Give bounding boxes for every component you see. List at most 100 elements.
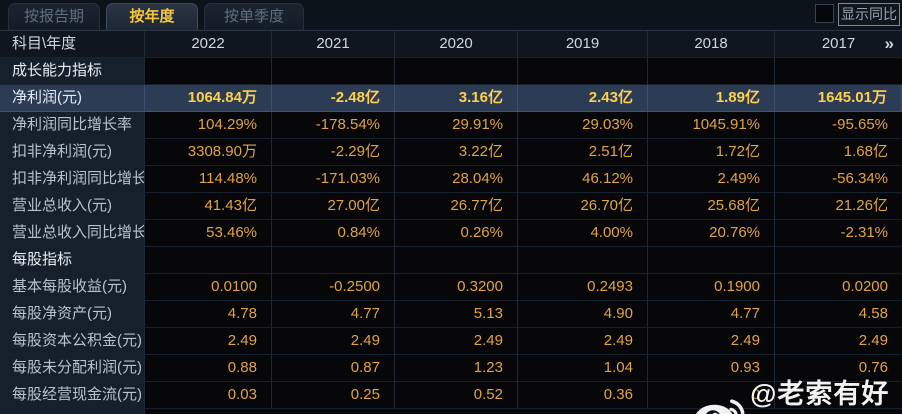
cell-value: 1.72亿	[648, 139, 775, 166]
cell-value: 0.0200	[775, 274, 902, 301]
cell-value: -178.54%	[272, 112, 395, 139]
cell-value: 0.0100	[145, 274, 272, 301]
cell-value	[395, 58, 518, 85]
tab-by-year[interactable]: 按年度	[106, 3, 198, 30]
cell-value: 1064.84万	[145, 85, 272, 112]
cell-value: 20.76%	[648, 220, 775, 247]
year-column-header: 2022	[145, 31, 272, 58]
cell-value: 4.77	[648, 301, 775, 328]
cell-value: 2.43亿	[518, 85, 648, 112]
cell-value: 1.89亿	[648, 85, 775, 112]
cell-value: 0	[648, 382, 775, 409]
cell-value: -171.03%	[272, 166, 395, 193]
cell-value: 41.43亿	[145, 193, 272, 220]
cell-value: 26.70亿	[518, 193, 648, 220]
cell-value	[648, 247, 775, 274]
table-row: 净利润(元) 1064.84万 -2.48亿 3.16亿 2.43亿 1.89亿 1645.…	[0, 85, 902, 112]
cell-value	[518, 58, 648, 85]
cell-value: 0.3200	[395, 274, 518, 301]
cell-value: 4.00%	[518, 220, 648, 247]
financial-metrics-table: 科目\年度 2022 2021 2020 2019 2018 2017» 成长能力指标 净利润(…	[0, 30, 902, 414]
cell-value: -2.31%	[775, 220, 902, 247]
cell-value	[272, 58, 395, 85]
corner-header: 科目\年度	[0, 31, 145, 58]
cell-value: 1.68亿	[775, 139, 902, 166]
cell-value	[648, 58, 775, 85]
cell-value: 26.77亿	[395, 193, 518, 220]
cell-value: 0.03	[145, 382, 272, 409]
cell-value: 2.49	[145, 328, 272, 355]
cell-value: 0.25	[272, 382, 395, 409]
table-row: 基本每股收益(元) 0.0100 -0.2500 0.3200 0.2493 0.1900…	[0, 274, 902, 301]
show-yoy-button[interactable]: 显示同比	[838, 3, 900, 26]
cell-value: 4.90	[518, 301, 648, 328]
cell-value: -95.65%	[775, 112, 902, 139]
cell-value: 0.2493	[518, 274, 648, 301]
table-row: 扣非净利润同比增长率114.48%-171.03%28.04%46.12%2.4…	[0, 166, 902, 193]
table-row: 净利润同比增长率 104.29% -178.54% 29.91% 29.03% 1045.…	[0, 112, 902, 139]
row-label: 每股净资产(元)	[0, 301, 145, 328]
table-row: 每股净资产(元) 4.78 4.77 5.13 4.90 4.77 4.58	[0, 301, 902, 328]
cell-value: -2.48亿	[272, 85, 395, 112]
cell-value	[775, 247, 902, 274]
row-label: 基本每股收益(元)	[0, 274, 145, 301]
section-row: 每股指标	[0, 247, 902, 274]
row-label: 扣非净利润(元)	[0, 139, 145, 166]
table-filler-row	[0, 409, 902, 414]
table-row: 每股资本公积金(元) 2.49 2.49 2.49 2.49 2.49 2.49	[0, 328, 902, 355]
cell-value: 5.13	[395, 301, 518, 328]
cell-value: 29.03%	[518, 112, 648, 139]
table-header-row: 科目\年度 2022 2021 2020 2019 2018 2017»	[0, 31, 902, 58]
table-row: 每股经营现金流(元) 0.03 0.25 0.52 0.36 0	[0, 382, 902, 409]
cell-value: 53.46%	[145, 220, 272, 247]
cell-value: 104.29%	[145, 112, 272, 139]
cell-value: 0.84%	[272, 220, 395, 247]
tab-by-quarter[interactable]: 按单季度	[204, 3, 304, 30]
cell-value: -0.2500	[272, 274, 395, 301]
cell-value	[145, 58, 272, 85]
cell-value: 3.16亿	[395, 85, 518, 112]
row-label: 每股未分配利润(元)	[0, 355, 145, 382]
cell-value	[775, 382, 902, 409]
cell-value: 114.48%	[145, 166, 272, 193]
row-label: 每股资本公积金(元)	[0, 328, 145, 355]
cell-value	[518, 247, 648, 274]
cell-value: 21.26亿	[775, 193, 902, 220]
row-label: 营业总收入同比增长率	[0, 220, 145, 247]
cell-value	[272, 247, 395, 274]
cell-value: 28.04%	[395, 166, 518, 193]
cell-value: 27.00亿	[272, 193, 395, 220]
more-years-icon[interactable]: »	[884, 34, 894, 53]
cell-value: 2.49	[648, 328, 775, 355]
cell-value: -2.29亿	[272, 139, 395, 166]
show-yoy-checkbox[interactable]	[815, 4, 834, 23]
row-label: 净利润(元)	[0, 85, 145, 112]
cell-value: 2.49%	[648, 166, 775, 193]
cell-value: 0.1900	[648, 274, 775, 301]
period-tab-bar: 按报告期 按年度 按单季度	[0, 0, 902, 30]
row-label: 扣非净利润同比增长率	[0, 166, 145, 193]
row-label: 每股指标	[0, 247, 145, 274]
cell-value: 2.49	[272, 328, 395, 355]
table-row: 营业总收入(元) 41.43亿 27.00亿 26.77亿 26.70亿 25.68亿 21…	[0, 193, 902, 220]
cell-value: 0.93	[648, 355, 775, 382]
tab-by-report-period[interactable]: 按报告期	[8, 3, 100, 30]
cell-value: 0.36	[518, 382, 648, 409]
cell-value: 0.87	[272, 355, 395, 382]
row-label: 营业总收入(元)	[0, 193, 145, 220]
cell-value: 1.04	[518, 355, 648, 382]
cell-value: 29.91%	[395, 112, 518, 139]
year-column-header: 2019	[518, 31, 648, 58]
cell-value: 1.23	[395, 355, 518, 382]
year-column-header: 2021	[272, 31, 395, 58]
cell-value: 4.58	[775, 301, 902, 328]
cell-value: 4.77	[272, 301, 395, 328]
cell-value: 0.26%	[395, 220, 518, 247]
cell-value: 2.51亿	[518, 139, 648, 166]
year-column-header: 2018	[648, 31, 775, 58]
cell-value: 46.12%	[518, 166, 648, 193]
row-label: 成长能力指标	[0, 58, 145, 85]
cell-value	[145, 247, 272, 274]
row-label: 每股经营现金流(元)	[0, 382, 145, 409]
table-row: 扣非净利润(元) 3308.90万 -2.29亿 3.22亿 2.51亿 1.72亿 1.6…	[0, 139, 902, 166]
